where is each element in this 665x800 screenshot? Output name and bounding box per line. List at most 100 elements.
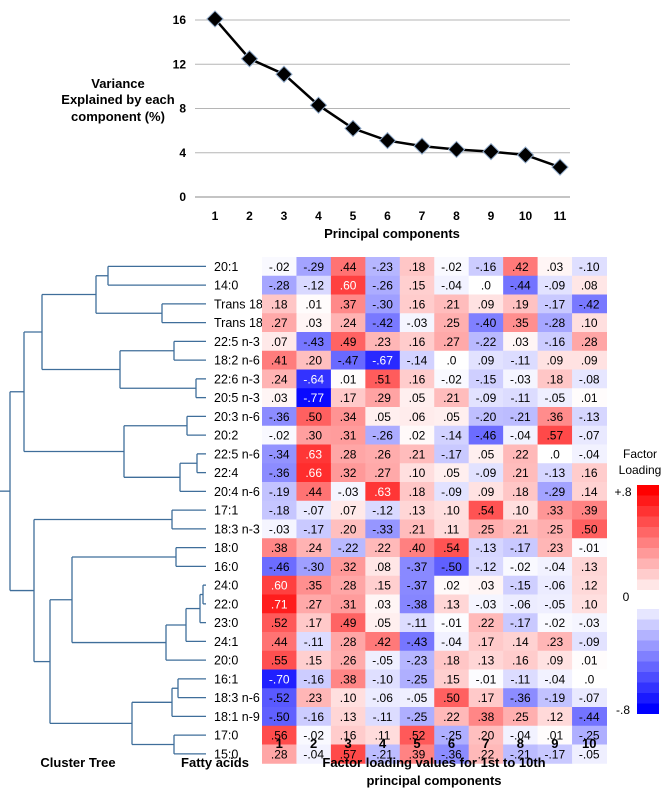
heatmap-column-labels: 1 2 3 4 5 6 7 8 9 10 [276,736,597,751]
heatmap-cell-label: .39 [581,504,598,518]
heatmap-cell-label: .16 [512,654,529,668]
heatmap-cell-label: -.09 [476,466,497,480]
heatmap-cell [365,388,401,408]
heatmap-cell-label: -.19 [544,691,565,705]
heatmap-cell [365,294,401,314]
heatmap-cell-label: .17 [478,635,495,649]
fatty-acid-label: 24:1 [214,635,238,649]
heatmap-cell [503,313,539,333]
heatmap-cell-label: -.17 [510,541,531,555]
heatmap-cell-label: .11 [375,729,391,743]
heatmap-cell [399,294,435,314]
fatty-acid-label: 16:0 [214,560,238,574]
heatmap-cell [503,500,539,520]
heatmap-cell [262,500,297,520]
fatty-acid-label: 22:6 n-3 [214,372,260,386]
heatmap-cell [468,500,504,520]
heatmap-cell [503,275,539,295]
heatmap-cell-label: -.02 [269,260,290,274]
heatmap-cell-label: .54 [443,541,460,555]
heatmap-cell [468,669,504,689]
heatmap-cell-label: -.06 [372,691,393,705]
heatmap-cell-label: -.47 [338,354,359,368]
heatmap-column-label: 5 [413,736,420,751]
scale-swatch [637,485,659,496]
heatmap-cell [434,557,470,577]
heatmap-cell-label: .01 [581,391,598,405]
heatmap-cell-label: .42 [512,260,529,274]
heatmap-column-label: 6 [448,736,455,751]
heatmap-cell-label: -.40 [476,316,497,330]
scale-swatch [637,558,659,569]
heatmap-cell-label: -.25 [579,729,600,743]
heatmap-cell-label: -.04 [441,279,462,293]
heatmap-cell [330,575,366,595]
heatmap-cell-label: .38 [340,672,357,686]
fatty-acid-label: 22:0 [214,597,238,611]
scree-x-tick-label: 9 [488,209,495,223]
heatmap-cell [296,650,332,670]
heatmap-cell-label: -.17 [510,616,531,630]
heatmap-cell [330,538,366,558]
heatmap-cell [503,725,539,745]
heatmap-cell [365,444,401,464]
heatmap-cell [296,257,332,277]
heatmap-cell [365,688,401,708]
heatmap-cell-label: .32 [340,560,357,574]
heatmap-cell-label: .38 [478,710,495,724]
heatmap-cell-label: .07 [271,335,288,349]
heatmap-cell [330,257,366,277]
fatty-acid-label: 24:0 [214,579,238,593]
heatmap-cell-label: .52 [271,616,288,630]
fatty-acid-label: 18:3 n-6 [214,691,260,705]
scale-swatch [637,630,659,641]
heatmap-cell [468,313,504,333]
heatmap-cell-label: -.16 [476,260,497,274]
heatmap-cell-label: -.17 [544,297,565,311]
heatmap-cell-label: .57 [546,429,563,443]
heatmap-cell [572,294,607,314]
heatmap-cell [468,707,504,727]
heatmap-cell [262,538,297,558]
heatmap-cell [434,294,470,314]
heatmap-cell [399,425,435,445]
heatmap-cell-label: .31 [340,597,357,611]
heatmap-cell-label: .14 [581,485,598,499]
heatmap-cell-label: .51 [374,372,391,386]
heatmap-cell-label: .25 [478,522,495,536]
heatmap-cell [399,257,435,277]
heatmap-cell-label: .15 [374,579,391,593]
fatty-acid-labels: 20:1 14:0 Trans 18:2 Trans 18:1 22:5 n-3 18:2… [214,260,273,762]
scree-x-tick-label: 4 [315,209,322,223]
heatmap-cell-label: -.10 [579,260,600,274]
heatmap-cell-label: .57 [340,747,357,761]
heatmap-cell-label: .60 [271,579,288,593]
heatmap-cell-label: .18 [512,485,529,499]
heatmap-cell-label: .05 [374,410,391,424]
heatmap-cell-label: -.16 [544,335,565,349]
heatmap-cell-label: -.43 [303,335,324,349]
fatty-acid-label: 23:0 [214,616,238,630]
heatmap-cell-label: .66 [305,466,322,480]
scale-swatches [637,485,659,714]
heatmap-cell [262,463,297,483]
heatmap-cell-label: -.02 [269,429,290,443]
fatty-acid-label: 20:1 [214,260,238,274]
heatmap-cell-label: -.17 [544,747,565,761]
heatmap-cell [262,313,297,333]
scree-ylabel-line-2: Explained by each [61,92,174,107]
heatmap-cell [434,725,470,745]
heatmap-cell [296,425,332,445]
heatmap-cell [262,519,297,539]
scale-title-line-1: Factor [623,447,657,461]
heatmap-cell-label: -.12 [372,504,393,518]
heatmap-cell [365,669,401,689]
heatmap-cell [434,482,470,502]
scree-marker [413,137,431,155]
heatmap-cell [262,744,297,764]
heatmap-cell [262,444,297,464]
heatmap-cell-label: -.03 [579,616,600,630]
heatmap-cell-label: .39 [409,747,426,761]
heatmap-cell [572,444,607,464]
